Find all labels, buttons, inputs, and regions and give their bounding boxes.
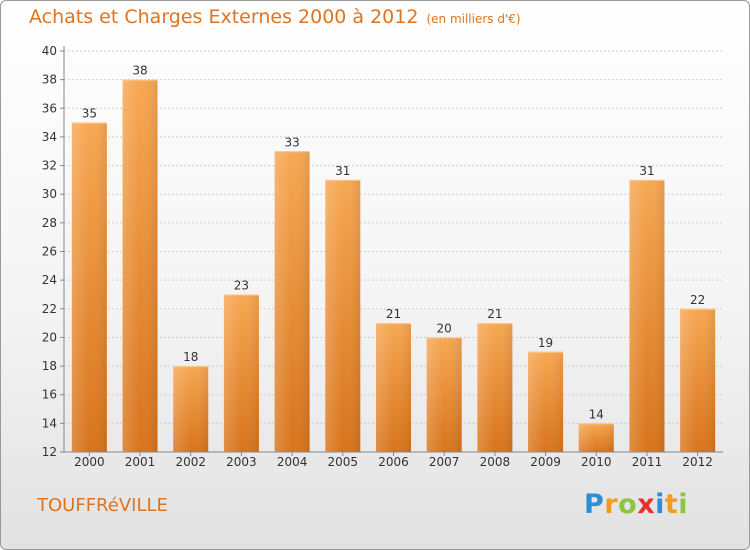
labels: 12 14 16 18 20 22 24 26 28 30 32 34 36 38 40 35 2000 38 20… — [42, 44, 713, 469]
y-tick-label: 28 — [42, 216, 57, 230]
data-label: 19 — [538, 336, 553, 350]
logo-letter: P — [584, 489, 605, 520]
x-tick-label: 2001 — [125, 455, 156, 469]
y-tick-label: 16 — [42, 388, 57, 402]
y-tick-label: 22 — [42, 302, 57, 316]
commune-name: TOUFFRéVILLE — [37, 495, 168, 516]
bar-shade — [71, 122, 107, 452]
data-label: 20 — [437, 321, 452, 335]
y-tick-label: 38 — [42, 73, 57, 87]
bar-shade — [629, 179, 665, 452]
data-label: 18 — [183, 350, 198, 364]
data-label: 31 — [639, 164, 654, 178]
proxiti-logo: Proxiti — [584, 489, 688, 520]
data-label: 33 — [284, 135, 299, 149]
data-label: 38 — [132, 64, 147, 78]
bar-shade — [274, 151, 310, 452]
data-label: 21 — [487, 307, 502, 321]
bar-shade — [325, 179, 361, 452]
x-tick-label: 2005 — [328, 455, 359, 469]
data-label: 31 — [335, 164, 350, 178]
data-label: 22 — [690, 293, 705, 307]
x-tick-label: 2009 — [530, 455, 561, 469]
y-tick-label: 12 — [42, 445, 57, 459]
data-label: 21 — [386, 307, 401, 321]
logo-letter: i — [655, 489, 665, 520]
bar-shade — [528, 351, 564, 452]
chart-subtitle: (en milliers d'€) — [426, 12, 521, 26]
y-tick-label: 32 — [42, 159, 57, 173]
x-tick-label: 2010 — [581, 455, 612, 469]
x-tick-label: 2007 — [429, 455, 460, 469]
y-tick-label: 20 — [42, 330, 57, 344]
x-tick-label: 2008 — [480, 455, 511, 469]
logo-letter: t — [664, 489, 679, 520]
x-tick-label: 2011 — [632, 455, 663, 469]
bar-shade — [376, 323, 411, 452]
y-tick-label: 18 — [42, 359, 57, 373]
data-label: 35 — [82, 107, 97, 121]
y-tick-label: 14 — [42, 416, 57, 430]
logo-letter: i — [678, 489, 689, 520]
y-tick-label: 34 — [42, 130, 57, 144]
x-tick-label: 2004 — [277, 455, 308, 469]
logo-letter: o — [618, 489, 638, 520]
y-tick-label: 24 — [42, 273, 57, 287]
x-tick-label: 2012 — [682, 455, 713, 469]
bar-shade — [477, 323, 513, 452]
logo-letter: x — [637, 489, 656, 520]
chart-title-text: Achats et Charges Externes 2000 à 2012 — [29, 6, 419, 28]
bar-shade — [680, 308, 716, 452]
y-tick-label: 26 — [42, 245, 57, 259]
y-tick-label: 30 — [42, 187, 57, 201]
data-label: 23 — [234, 278, 249, 292]
logo-letter: r — [604, 489, 619, 520]
y-tick-label: 36 — [42, 101, 57, 115]
x-tick-label: 2003 — [226, 455, 257, 469]
x-tick-label: 2000 — [74, 455, 105, 469]
bar-shade — [122, 79, 158, 453]
chart-title: Achats et Charges Externes 2000 à 2012 (e… — [29, 6, 521, 28]
y-tick-label: 40 — [42, 44, 57, 58]
bar-shade — [426, 337, 462, 452]
data-label: 14 — [589, 407, 604, 421]
x-tick-label: 2006 — [378, 455, 409, 469]
bar-shade — [223, 294, 259, 452]
bar-shade — [578, 423, 614, 452]
bar-shade — [173, 366, 209, 452]
x-tick-label: 2002 — [175, 455, 206, 469]
bars — [71, 79, 716, 453]
